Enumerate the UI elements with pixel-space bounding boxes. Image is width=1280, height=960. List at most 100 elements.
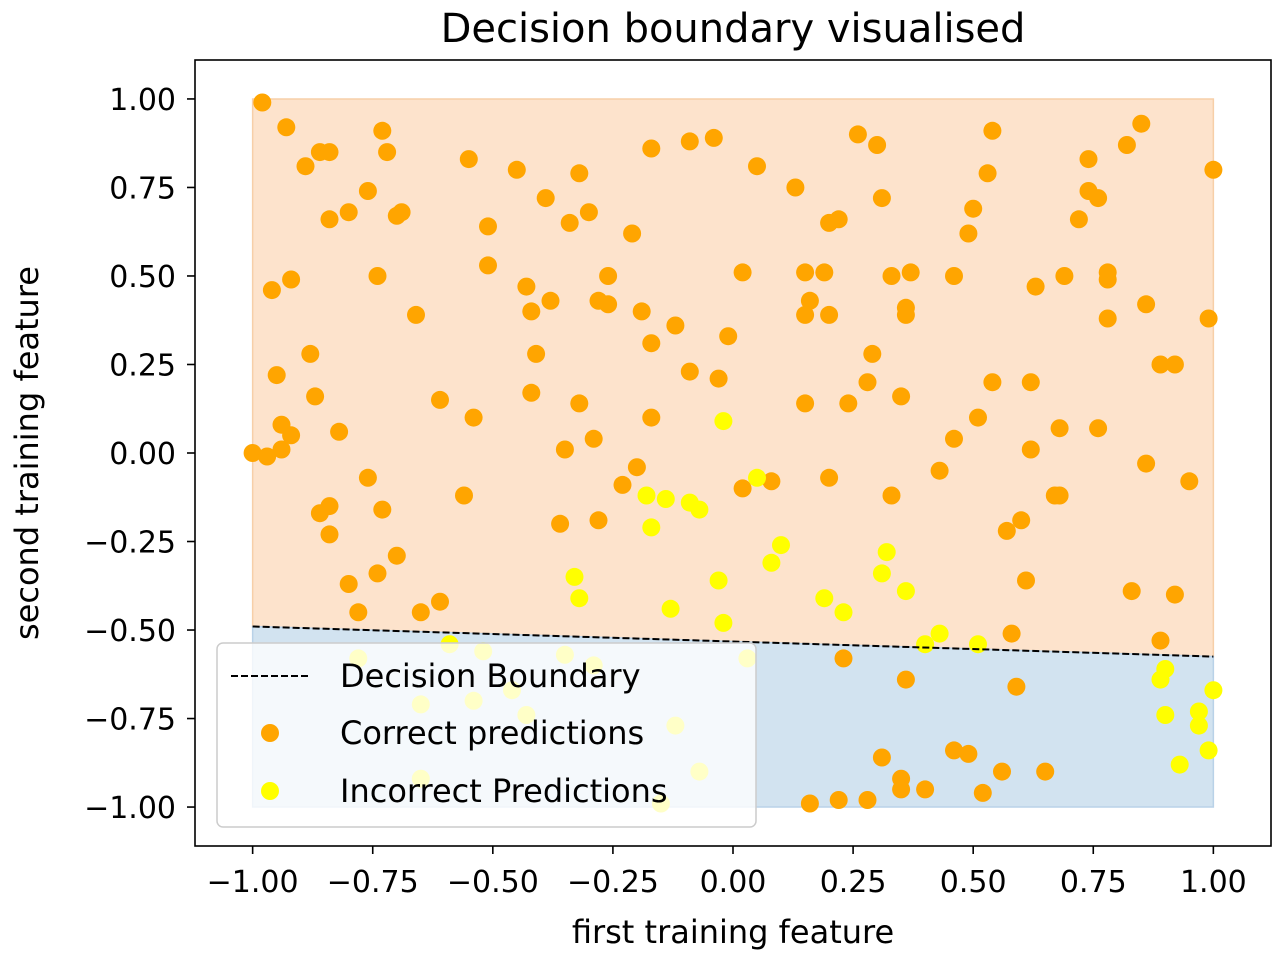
correct-prediction-point [599,295,618,314]
correct-prediction-point [301,344,320,363]
x-tick-label: −0.50 [447,865,539,900]
correct-prediction-point [978,164,997,183]
correct-prediction-point [959,744,978,763]
correct-prediction-point [339,575,358,593]
incorrect-prediction-point [690,500,709,519]
incorrect-prediction-point [565,567,584,586]
correct-prediction-point [277,118,296,137]
incorrect-prediction-point [1156,706,1175,724]
incorrect-prediction-point [1151,670,1170,689]
correct-prediction-point [1117,136,1136,154]
correct-prediction-point [959,224,978,243]
correct-prediction-point [272,440,291,459]
incorrect-prediction-point [772,536,790,555]
correct-prediction-point [258,447,277,466]
correct-prediction-point [373,500,392,519]
correct-prediction-point [973,783,992,802]
correct-prediction-point [387,546,406,565]
correct-prediction-point [507,160,526,179]
incorrect-prediction-point [969,635,987,654]
correct-prediction-point [642,334,661,353]
x-tick-label: 0.25 [820,865,887,900]
correct-prediction-point [748,157,766,176]
correct-prediction-point [945,429,963,448]
correct-prediction-point [560,213,579,232]
correct-prediction-point [800,794,819,813]
incorrect-prediction-point [1170,755,1189,774]
correct-prediction-point [358,182,377,200]
correct-prediction-point [858,373,877,392]
x-tick-label: −1.00 [207,865,299,900]
correct-prediction-point [719,327,738,346]
correct-prediction-point [882,267,901,285]
points-layer [243,93,1223,813]
incorrect-prediction-point [748,468,766,487]
correct-prediction-point [983,373,1002,392]
correct-prediction-point [704,128,723,147]
correct-prediction-point [555,440,574,459]
x-axis: −1.00 −0.75 −0.50 −0.25 0.00 0.25 0.50 0.75 1.00 [207,846,1247,900]
incorrect-prediction-point [1189,716,1208,735]
correct-prediction-point [872,748,891,767]
correct-prediction-point [829,210,848,229]
correct-prediction-point [997,521,1016,540]
correct-prediction-point [945,267,963,285]
correct-prediction-point [858,791,877,809]
y-tick-label: −0.50 [84,614,176,649]
correct-prediction-point [964,199,983,218]
correct-prediction-point [680,132,699,151]
correct-prediction-point [479,217,497,236]
incorrect-prediction-point [896,582,915,601]
legend-boundary-label: Decision Boundary [340,657,641,695]
correct-prediction-point [330,422,349,441]
y-tick-label: −0.75 [84,703,176,738]
legend-correct-swatch [261,724,279,742]
correct-prediction-point [407,305,425,324]
correct-prediction-point [1151,355,1170,374]
correct-prediction-point [815,263,834,282]
correct-prediction-point [320,210,339,229]
correct-prediction-point [1079,150,1098,169]
correct-prediction-point [1165,585,1184,604]
correct-prediction-point [796,305,815,324]
incorrect-prediction-point [815,589,834,608]
correct-prediction-point [368,267,387,285]
correct-prediction-point [1007,677,1026,696]
chart-title: Decision boundary visualised [441,6,1026,52]
incorrect-prediction-point [642,518,661,537]
correct-prediction-point [1017,571,1035,590]
correct-prediction-point [378,143,397,162]
correct-prediction-point [306,387,325,406]
y-tick-label: 0.50 [109,260,176,295]
class-positive-region [251,98,1215,658]
correct-prediction-point [1021,440,1040,459]
correct-prediction-point [1180,472,1199,491]
correct-prediction-point [993,762,1011,781]
y-tick-label: −1.00 [84,791,176,826]
correct-prediction-point [1002,624,1021,643]
correct-prediction-point [642,139,661,158]
correct-prediction-point [680,362,699,381]
correct-prediction-point [916,780,935,799]
x-axis-label: first training feature [572,913,894,951]
correct-prediction-point [464,408,483,427]
correct-prediction-point [536,189,555,208]
incorrect-prediction-point [709,571,728,590]
correct-prediction-point [339,203,358,222]
y-axis-label: second training feature [8,266,46,640]
correct-prediction-point [551,514,570,533]
correct-prediction-point [368,564,387,583]
legend-box [216,642,757,828]
correct-prediction-point [820,468,839,487]
correct-prediction-point [896,305,915,324]
correct-prediction-point [796,394,815,413]
correct-prediction-point [527,344,546,363]
incorrect-prediction-point [661,599,680,618]
correct-prediction-point [892,780,911,799]
correct-prediction-point [320,143,339,162]
correct-prediction-point [253,93,272,112]
correct-prediction-point [1036,762,1055,781]
correct-prediction-point [709,369,728,388]
legend-correct-label: Correct predictions [340,714,644,752]
y-tick-label: 0.25 [109,348,176,383]
